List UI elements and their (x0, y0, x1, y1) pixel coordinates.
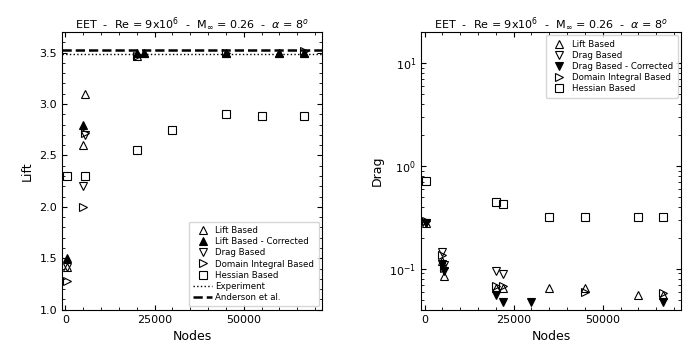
Drag Based - Corrected (492, 293, 500, 298)
Drag Based (422, 221, 431, 225)
Domain Integral Based (581, 289, 589, 294)
Line: Drag Based - Corrected: Drag Based - Corrected (422, 219, 667, 306)
Domain Integral Based (133, 53, 141, 58)
Legend: Lift Based, Lift Based - Corrected, Drag Based, Domain Integral Based, Hessian B: Lift Based, Lift Based - Corrected, Drag… (189, 222, 319, 306)
Hessian Based (300, 114, 308, 119)
Hessian Based (63, 174, 72, 178)
Domain Integral Based (300, 48, 308, 53)
Lift Based - Corrected (63, 256, 72, 261)
Lift Based - Corrected (275, 51, 283, 55)
Hessian Based (499, 201, 507, 206)
Lift Based (140, 51, 148, 55)
Line: Drag Based: Drag Based (422, 219, 507, 279)
Experiment (61, 52, 69, 56)
Line: Drag Based: Drag Based (63, 131, 89, 271)
Lift Based (275, 51, 283, 55)
Hessian Based (422, 178, 431, 183)
Anderson et al. (61, 48, 69, 52)
Drag Based - Corrected (527, 299, 535, 304)
Lift Based - Corrected (133, 51, 141, 55)
Experiment (61, 52, 69, 56)
Line: Hessian Based: Hessian Based (63, 110, 308, 180)
Lift Based (492, 286, 500, 290)
Domain Integral Based (499, 284, 507, 288)
Drag Based - Corrected (499, 299, 507, 304)
Hessian Based (133, 148, 141, 152)
Hessian Based (634, 215, 643, 219)
Domain Integral Based (422, 219, 431, 223)
Lift Based (438, 258, 447, 263)
Lift Based - Corrected (79, 122, 87, 127)
Line: Lift Based: Lift Based (63, 48, 308, 271)
Lift Based (300, 51, 308, 55)
Y-axis label: Drag: Drag (371, 156, 383, 186)
X-axis label: Nodes: Nodes (531, 330, 570, 343)
Lift Based (440, 274, 449, 278)
Y-axis label: Lift: Lift (21, 161, 34, 181)
Lift Based (659, 293, 667, 298)
Hessian Based (492, 199, 500, 204)
Lift Based (634, 293, 643, 298)
Line: Hessian Based: Hessian Based (422, 177, 667, 221)
Domain Integral Based (492, 284, 500, 288)
Hessian Based (222, 112, 230, 116)
Domain Integral Based (222, 51, 230, 55)
Lift Based (422, 221, 431, 225)
Hessian Based (81, 174, 89, 178)
Domain Integral Based (438, 253, 447, 257)
Lift Based (581, 286, 589, 290)
Title: EET  -  Re = 9x10$^6$  -  M$_\infty$ = 0.26  -  $\alpha$ = 8$^o$: EET - Re = 9x10$^6$ - M$_\infty$ = 0.26 … (75, 16, 309, 32)
Line: Lift Based - Corrected: Lift Based - Corrected (63, 48, 308, 262)
Lift Based (63, 265, 72, 269)
Drag Based (63, 265, 72, 269)
Lift Based (133, 53, 141, 58)
Drag Based (438, 250, 447, 254)
Drag Based - Corrected (659, 299, 667, 304)
Domain Integral Based (63, 279, 72, 283)
Lift Based - Corrected (222, 51, 230, 55)
Anderson et al. (61, 48, 69, 52)
Lift Based (79, 143, 87, 147)
Lift Based - Corrected (140, 51, 148, 55)
Lift Based (222, 51, 230, 55)
Line: Domain Integral Based: Domain Integral Based (422, 217, 667, 297)
Domain Integral Based (659, 291, 667, 295)
Hessian Based (169, 127, 177, 132)
Line: Domain Integral Based: Domain Integral Based (63, 46, 308, 285)
Lift Based (499, 286, 507, 290)
Drag Based (440, 263, 449, 267)
Drag Based (492, 269, 500, 273)
Drag Based (79, 184, 87, 188)
Line: Lift Based: Lift Based (422, 219, 667, 300)
Drag Based (81, 133, 89, 137)
Domain Integral Based (440, 266, 449, 270)
Legend: Lift Based, Drag Based, Drag Based - Corrected, Domain Integral Based, Hessian B: Lift Based, Drag Based, Drag Based - Cor… (546, 36, 678, 98)
Lift Based - Corrected (300, 51, 308, 55)
Hessian Based (659, 215, 667, 219)
Drag Based - Corrected (438, 262, 447, 266)
Hessian Based (581, 215, 589, 219)
X-axis label: Nodes: Nodes (173, 330, 212, 343)
Drag Based - Corrected (440, 269, 449, 273)
Lift Based (81, 91, 89, 96)
Hessian Based (257, 114, 266, 119)
Title: EET  -  Re = 9x10$^6$  -  M$_\infty$ = 0.26  -  $\alpha$ = 8$^o$: EET - Re = 9x10$^6$ - M$_\infty$ = 0.26 … (434, 16, 668, 32)
Drag Based - Corrected (422, 221, 431, 225)
Domain Integral Based (79, 205, 87, 209)
Domain Integral Based (81, 131, 89, 135)
Lift Based (545, 286, 553, 290)
Drag Based (499, 272, 507, 277)
Hessian Based (545, 215, 553, 219)
